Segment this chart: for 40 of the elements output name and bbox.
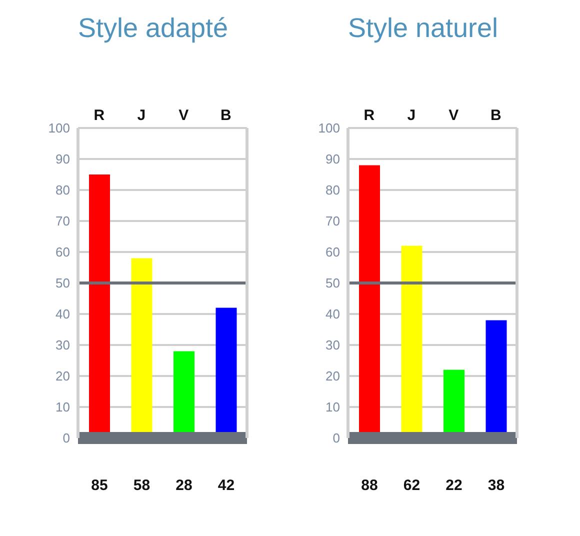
data-label: 28 [176,477,192,494]
x-tick-label: B [490,107,502,124]
y-tick-label: 10 [326,400,340,415]
y-tick-label: 100 [318,120,340,136]
y-tick-label: 50 [326,276,340,291]
y-tick-label: 80 [326,182,340,198]
y-tick-label: 20 [326,368,340,384]
chart-title: Style naturel [346,12,500,45]
y-tick-label: 10 [56,400,70,415]
y-tick-label: 60 [326,244,340,260]
y-tick-label: 90 [56,152,70,167]
x-tick-label: J [407,107,416,124]
data-label: 88 [361,477,378,494]
y-tick-label: 40 [326,306,340,322]
y-tick-label: 0 [62,430,70,446]
x-tick-label: R [364,107,375,124]
data-label: 58 [133,477,150,494]
x-tick-label: R [94,107,105,124]
y-tick-label: 70 [56,214,70,229]
y-tick-label: 0 [332,430,340,446]
y-tick-label: 30 [56,338,70,353]
data-label: 85 [91,477,108,494]
y-tick-label: 50 [56,276,70,291]
data-label: 62 [403,477,420,494]
chart-title: Style adapté [76,12,230,45]
data-label: 42 [218,477,235,494]
y-tick-label: 90 [326,152,340,167]
y-tick-label: 40 [56,306,70,322]
y-tick-label: 20 [56,368,70,384]
data-label: 22 [446,477,462,494]
y-tick-label: 80 [56,182,70,198]
y-tick-label: 30 [326,338,340,353]
y-tick-label: 60 [56,244,70,260]
x-tick-label: V [178,107,189,124]
x-tick-label: V [448,107,459,124]
y-tick-label: 70 [326,214,340,229]
x-tick-label: J [137,107,146,124]
data-label: 38 [488,477,505,494]
x-tick-label: B [220,107,232,124]
y-tick-label: 100 [48,120,70,136]
